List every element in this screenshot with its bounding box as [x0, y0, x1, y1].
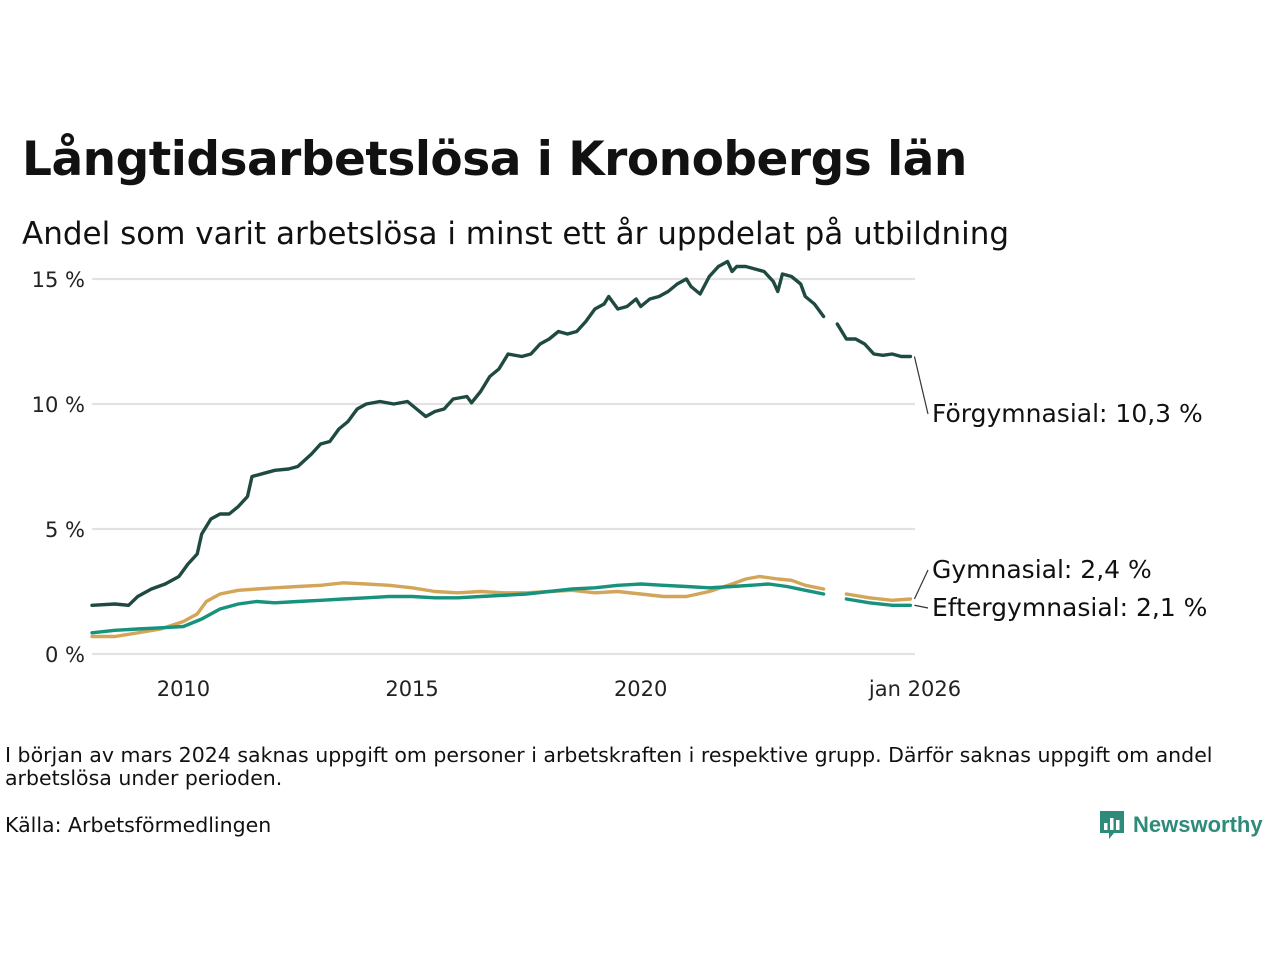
- series-line-eftergymnasial-segment-1: [90, 582, 826, 635]
- brand-name: Newsworthy: [1133, 812, 1263, 837]
- gridlines: [92, 277, 915, 656]
- series-end-labels: Förgymnasial: 10,3 % Gymnasial: 2,4 % Efte…: [913, 356, 1207, 622]
- series-line-gymnasial-segment-1: [90, 574, 826, 639]
- series-line-förgymnasial-segment-2: [835, 322, 913, 359]
- x-axis-ticks: 2010 2015 2020 jan 2026: [157, 677, 961, 701]
- y-tick-label: 10 %: [32, 393, 85, 417]
- bar-chart-speech-bubble-icon: [1100, 811, 1124, 839]
- y-axis-ticks: 0 % 5 % 10 % 15 %: [32, 268, 85, 667]
- label-leader-line: [913, 356, 929, 415]
- y-tick-label: 15 %: [32, 268, 85, 292]
- x-tick-label: 2010: [157, 677, 210, 701]
- y-tick-label: 0 %: [45, 643, 85, 667]
- x-tick-label: 2015: [385, 677, 438, 701]
- series-end-label-förgymnasial: Förgymnasial: 10,3 %: [932, 399, 1203, 428]
- brand-logo: Newsworthy: [1098, 808, 1263, 842]
- label-leader-line: [913, 569, 929, 600]
- x-tick-label: jan 2026: [868, 677, 961, 701]
- chart-title: Långtidsarbetslösa i Kronobergs län: [22, 132, 967, 187]
- chart-subtitle: Andel som varit arbetslösa i minst ett å…: [22, 216, 1010, 252]
- line-chart: 0 % 5 % 10 % 15 % 2010 2015 2020 jan 2026 Förg…: [32, 259, 1207, 701]
- series-line-eftergymnasial-segment-2: [844, 597, 913, 607]
- series-end-label-eftergymnasial: Eftergymnasial: 2,1 %: [932, 593, 1207, 622]
- series-line-förgymnasial-segment-1: [90, 259, 826, 607]
- series-lines: [90, 259, 913, 639]
- label-leader-line: [914, 604, 929, 609]
- footnote: I början av mars 2024 saknas uppgift om …: [5, 743, 1213, 790]
- y-tick-label: 5 %: [45, 518, 85, 542]
- source-credit: Källa: Arbetsförmedlingen: [5, 813, 272, 837]
- series-line-gymnasial-segment-2: [844, 592, 913, 602]
- series-end-label-gymnasial: Gymnasial: 2,4 %: [932, 555, 1152, 584]
- x-tick-label: 2020: [614, 677, 667, 701]
